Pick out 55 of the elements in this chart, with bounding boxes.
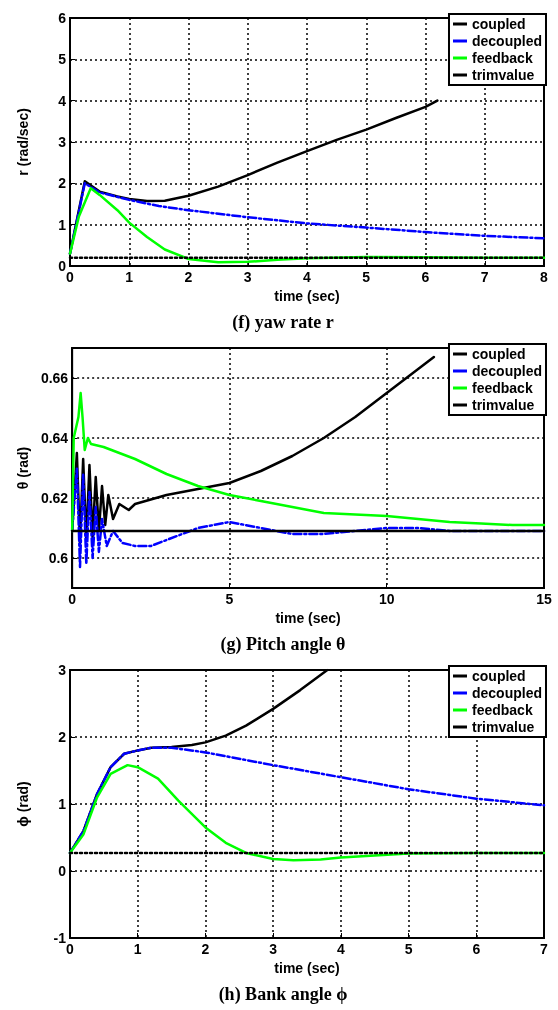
y-tick-label: 0 <box>58 863 67 879</box>
text: (h) Bank angle ϕ <box>218 984 348 1005</box>
legend-label: feedback <box>471 702 533 718</box>
legend-label: decoupled <box>471 685 543 701</box>
legend-label: trimvalue <box>471 67 535 83</box>
y-tick-label: 6 <box>58 10 67 26</box>
x-tick-label: 5 <box>362 269 371 285</box>
x-tick-label: 5 <box>225 591 234 607</box>
legend-label: coupled <box>471 16 526 32</box>
legend-label: feedback <box>471 50 533 66</box>
text: (f) yaw rate r <box>232 312 334 333</box>
y-tick-label: 0.66 <box>40 370 69 386</box>
legend-label: trimvalue <box>471 397 535 413</box>
y-tick-label: 3 <box>58 662 67 678</box>
y-tick-label: 0 <box>58 258 67 274</box>
y-tick-label: 0.62 <box>40 490 69 506</box>
text: (g) Pitch angle θ <box>220 634 346 655</box>
x-tick-label: 3 <box>269 941 278 957</box>
x-tick-label: 3 <box>243 269 252 285</box>
y-tick-label: 1 <box>58 796 67 812</box>
legend-label: feedback <box>471 380 533 396</box>
y-axis-title: r (rad/sec) <box>15 108 31 176</box>
legend-label: decoupled <box>471 33 543 49</box>
y-tick-label: -1 <box>53 930 67 946</box>
x-tick-label: 8 <box>540 269 549 285</box>
y-tick-label: 0.64 <box>40 430 69 446</box>
x-tick-label: 2 <box>201 941 210 957</box>
legend-label: coupled <box>471 668 526 684</box>
legend-label: trimvalue <box>471 719 535 735</box>
x-tick-label: 7 <box>540 941 549 957</box>
x-tick-label: 2 <box>184 269 193 285</box>
y-tick-label: 3 <box>58 134 67 150</box>
x-tick-label: 5 <box>404 941 413 957</box>
x-tick-label: 1 <box>133 941 142 957</box>
y-axis-title: ϕ (rad) <box>15 781 31 827</box>
x-tick-label: 7 <box>480 269 489 285</box>
x-tick-label: 15 <box>536 591 552 607</box>
x-axis-title: time (sec) <box>274 287 340 304</box>
y-tick-label: 1 <box>58 216 67 233</box>
x-tick-label: 4 <box>336 941 345 957</box>
legend-label: coupled <box>471 346 526 362</box>
y-tick-label: 0.6 <box>48 550 69 566</box>
y-tick-label: 4 <box>58 92 67 109</box>
y-axis-title: θ (rad) <box>15 446 31 490</box>
x-tick-label: 4 <box>303 269 312 285</box>
x-tick-label: 10 <box>378 591 395 607</box>
y-tick-label: 2 <box>58 175 67 192</box>
y-tick-label: 2 <box>58 729 67 745</box>
legend-label: decoupled <box>471 363 543 379</box>
y-tick-label: 5 <box>58 51 67 68</box>
x-tick-label: 6 <box>421 269 430 285</box>
x-tick-label: 6 <box>472 941 481 957</box>
x-axis-title: time (sec) <box>274 959 340 976</box>
x-axis-title: time (sec) <box>275 609 341 626</box>
x-tick-label: 1 <box>125 269 134 285</box>
